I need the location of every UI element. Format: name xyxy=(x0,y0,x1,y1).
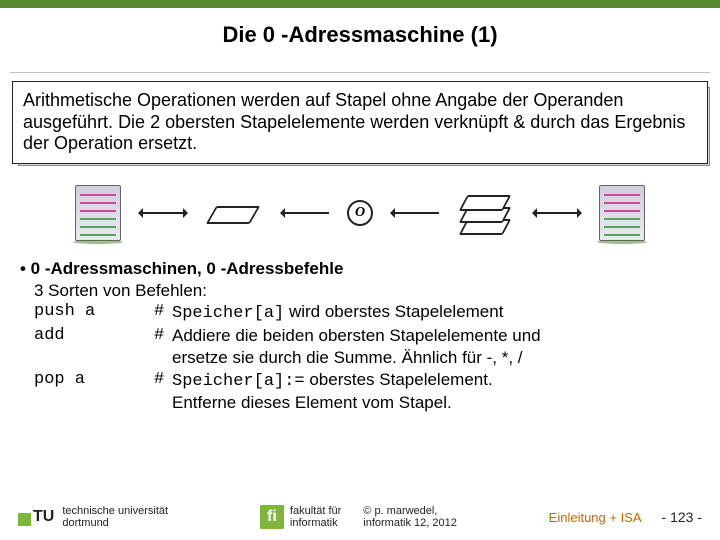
sep-4 xyxy=(154,392,172,414)
content-body: • 0 -Adressmaschinen, 0 -Adressbefehle 3… xyxy=(20,258,700,414)
bullet-heading: • 0 -Adressmaschinen, 0 -Adressbefehle xyxy=(20,258,700,280)
desc-3-pre: Speicher[a]:= xyxy=(172,372,305,391)
sep-2 xyxy=(154,347,172,369)
cmd-push: push a xyxy=(34,301,154,325)
faculty-name: fakultät für informatik xyxy=(290,505,341,530)
memory-left-icon xyxy=(75,185,121,241)
page-number: - 123 - xyxy=(662,509,702,525)
cmd-add: add xyxy=(34,325,154,347)
command-table: push a # Speicher[a] wird oberstes Stape… xyxy=(34,301,700,414)
subheading: 3 Sorten von Befehlen: xyxy=(34,280,700,302)
footer-center: fi fakultät für informatik © p. marwedel… xyxy=(260,505,457,530)
slide-title: Die 0 -Adressmaschine (1) xyxy=(0,22,720,48)
top-accent-bar xyxy=(0,0,720,8)
desc-1: Addiere die beiden obersten Stapelelemen… xyxy=(172,325,700,347)
copy-line2: informatik 12, 2012 xyxy=(363,517,457,530)
stack-diagram: O xyxy=(0,178,720,248)
operator-circle: O xyxy=(347,200,373,226)
copy-line1: © p. marwedel, xyxy=(363,505,457,518)
desc-4: Entferne dieses Element vom Stapel. xyxy=(172,392,700,414)
sep-1: # xyxy=(154,325,172,347)
tu-logo: TU xyxy=(18,508,54,526)
desc-0-pre: Speicher[a] xyxy=(172,304,284,323)
university-name: technische universität dortmund xyxy=(62,505,168,530)
uni-line2: dortmund xyxy=(62,517,168,530)
tu-logo-square xyxy=(18,513,31,526)
footer: TU technische universität dortmund fi fa… xyxy=(0,505,720,530)
stack-icon xyxy=(457,185,515,241)
tu-logo-text: TU xyxy=(33,508,54,526)
copyright: © p. marwedel, informatik 12, 2012 xyxy=(363,505,457,530)
separator-line xyxy=(10,72,710,73)
desc-3-post: oberstes Stapelelement. xyxy=(305,370,493,389)
breadcrumb: Einleitung + ISA xyxy=(549,510,642,525)
arrow-to-op xyxy=(281,212,329,214)
cmd-pop: pop a xyxy=(34,369,154,393)
desc-2: ersetze sie durch die Summe. Ähnlich für… xyxy=(172,347,700,369)
arrow-right xyxy=(533,212,581,214)
arrow-from-stack xyxy=(391,212,439,214)
desc-0: Speicher[a] wird oberstes Stapelelement xyxy=(172,301,700,325)
footer-left: TU technische universität dortmund xyxy=(18,505,168,530)
definition-text: Arithmetische Operationen werden auf Sta… xyxy=(12,81,708,164)
desc-0-post: wird oberstes Stapelelement xyxy=(284,302,503,321)
fi-logo-mark: fi xyxy=(260,505,284,529)
arrow-left xyxy=(139,212,187,214)
sep-3: # xyxy=(154,369,172,393)
fi-logo: fi fakultät für informatik xyxy=(260,505,341,530)
cmd-empty-4 xyxy=(34,392,154,414)
desc-3: Speicher[a]:= oberstes Stapelelement. xyxy=(172,369,700,393)
definition-box: Arithmetische Operationen werden auf Sta… xyxy=(12,81,708,164)
sep-0: # xyxy=(154,301,172,325)
memory-right-icon xyxy=(599,185,645,241)
operator-label: O xyxy=(355,205,365,221)
uni-line1: technische universität xyxy=(62,505,168,518)
fac-line1: fakultät für xyxy=(290,505,341,518)
footer-right: Einleitung + ISA - 123 - xyxy=(549,509,702,525)
fac-line2: informatik xyxy=(290,517,341,530)
result-element-icon xyxy=(205,192,263,234)
cmd-empty-2 xyxy=(34,347,154,369)
